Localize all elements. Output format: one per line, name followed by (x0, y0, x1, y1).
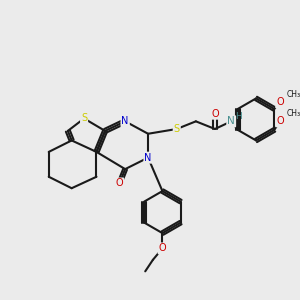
Text: CH₃: CH₃ (286, 109, 300, 118)
Text: S: S (174, 124, 180, 134)
Text: S: S (81, 113, 87, 124)
Text: N: N (144, 153, 152, 163)
Text: N: N (227, 116, 235, 126)
Text: O: O (211, 109, 219, 119)
Text: CH₃: CH₃ (286, 90, 300, 99)
Text: N: N (122, 116, 129, 126)
Text: O: O (276, 116, 284, 126)
Text: O: O (276, 97, 284, 107)
Text: O: O (159, 243, 166, 254)
Text: H: H (235, 112, 242, 121)
Text: O: O (116, 178, 123, 188)
